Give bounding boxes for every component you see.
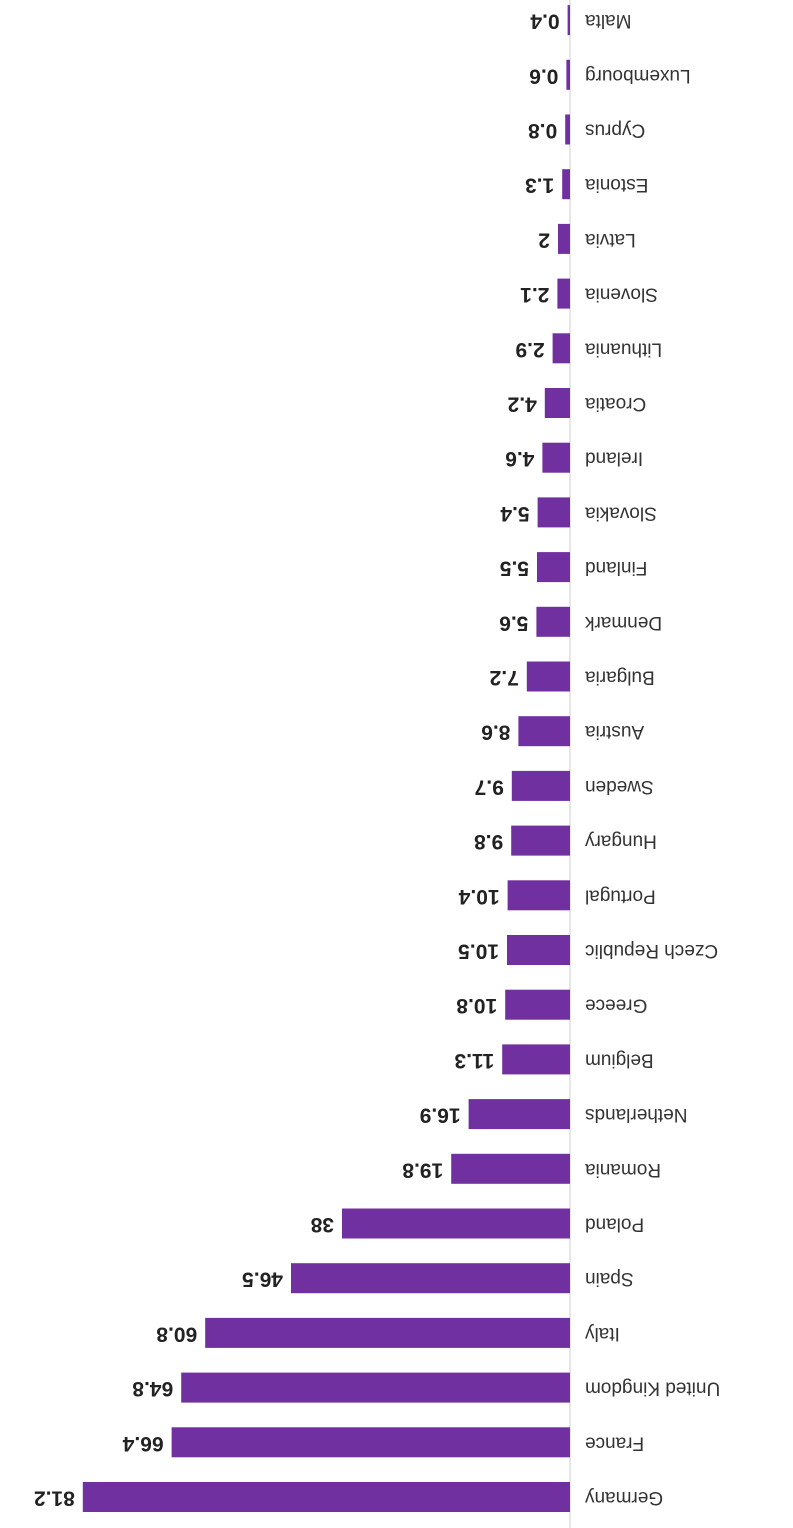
value-label: 10.5	[458, 939, 499, 962]
bar	[566, 59, 570, 90]
bar	[505, 989, 570, 1020]
value-label: 64.8	[132, 1377, 173, 1400]
category-label: Italy	[585, 1323, 620, 1344]
value-label: 60.8	[156, 1322, 197, 1345]
value-label: 2.1	[520, 283, 550, 306]
value-label: 0.4	[530, 10, 560, 33]
value-label: 19.8	[402, 1158, 443, 1181]
bar	[342, 1208, 570, 1239]
category-label: Cyprus	[585, 119, 645, 140]
category-label: Germany	[585, 1487, 664, 1508]
category-label: Denmark	[585, 612, 663, 633]
value-label: 10.4	[458, 885, 499, 908]
value-label: 1.3	[525, 174, 554, 197]
bar	[537, 497, 570, 528]
value-label: 5.4	[500, 502, 530, 525]
rotated-chart: Germany 81.2 France 66.4 United Kingdom 64.8 I…	[34, 0, 720, 1528]
category-label: Netherlands	[585, 1104, 687, 1125]
bar	[526, 661, 570, 692]
value-label: 2	[538, 228, 550, 251]
category-label: Romania	[585, 1159, 661, 1180]
value-label: 0.6	[529, 64, 558, 87]
value-label: 0.8	[528, 119, 558, 142]
value-label: 7.2	[490, 666, 519, 689]
category-label: Estonia	[585, 174, 649, 195]
value-label: 5.5	[499, 557, 529, 580]
bar	[507, 880, 570, 911]
bar	[565, 114, 570, 145]
category-label: Hungary	[585, 831, 657, 852]
bar	[542, 442, 570, 473]
category-label: Malta	[585, 10, 632, 31]
bar	[558, 223, 570, 254]
bar	[291, 1263, 570, 1294]
category-label: Lithuania	[585, 338, 663, 359]
category-label: Austria	[585, 721, 645, 742]
category-label: Finland	[585, 557, 647, 578]
category-label: Bulgaria	[585, 666, 655, 687]
category-label: Portugal	[585, 885, 656, 906]
bar	[536, 606, 570, 637]
category-label: Czech Republic	[585, 940, 718, 961]
category-label: Greece	[585, 995, 647, 1016]
value-label: 5.6	[499, 611, 528, 634]
bar	[552, 333, 570, 364]
bar	[468, 1099, 570, 1130]
category-label: Luxembourg	[585, 65, 691, 86]
bar	[181, 1372, 570, 1403]
bar	[562, 169, 570, 200]
bar	[205, 1317, 570, 1348]
bar	[544, 388, 570, 418]
bar	[511, 770, 570, 801]
value-label: 38	[310, 1213, 334, 1236]
bar	[507, 935, 570, 965]
value-label: 81.2	[34, 1486, 75, 1509]
bar	[451, 1153, 570, 1184]
value-label: 8.6	[481, 721, 510, 744]
category-label: Slovakia	[585, 502, 657, 523]
bar	[171, 1427, 570, 1458]
bar	[518, 716, 570, 747]
bar	[82, 1482, 570, 1512]
category-label: France	[585, 1432, 644, 1453]
value-label: 4.6	[505, 447, 534, 470]
value-label: 11.3	[454, 1049, 494, 1072]
value-label: 4.2	[508, 392, 537, 415]
bar	[557, 278, 570, 309]
bar	[511, 825, 570, 856]
category-label: Latvia	[585, 229, 636, 250]
category-label: Spain	[585, 1268, 634, 1289]
category-label: Poland	[585, 1213, 644, 1234]
bar	[537, 552, 570, 583]
bar	[567, 5, 570, 36]
category-label: Slovenia	[585, 284, 658, 305]
value-label: 66.4	[122, 1432, 163, 1455]
category-label: Belgium	[585, 1049, 654, 1070]
category-label: Croatia	[585, 393, 647, 414]
value-label: 16.9	[420, 1104, 461, 1127]
value-label: 10.8	[456, 994, 497, 1017]
value-label: 2.9	[515, 338, 544, 361]
bar	[502, 1044, 570, 1075]
category-label: United Kingdom	[585, 1378, 720, 1399]
category-label: Ireland	[585, 448, 643, 469]
value-label: 9.7	[475, 775, 504, 798]
category-label: Sweden	[585, 776, 654, 797]
value-label: 46.5	[242, 1268, 283, 1291]
value-label: 9.8	[474, 830, 504, 853]
